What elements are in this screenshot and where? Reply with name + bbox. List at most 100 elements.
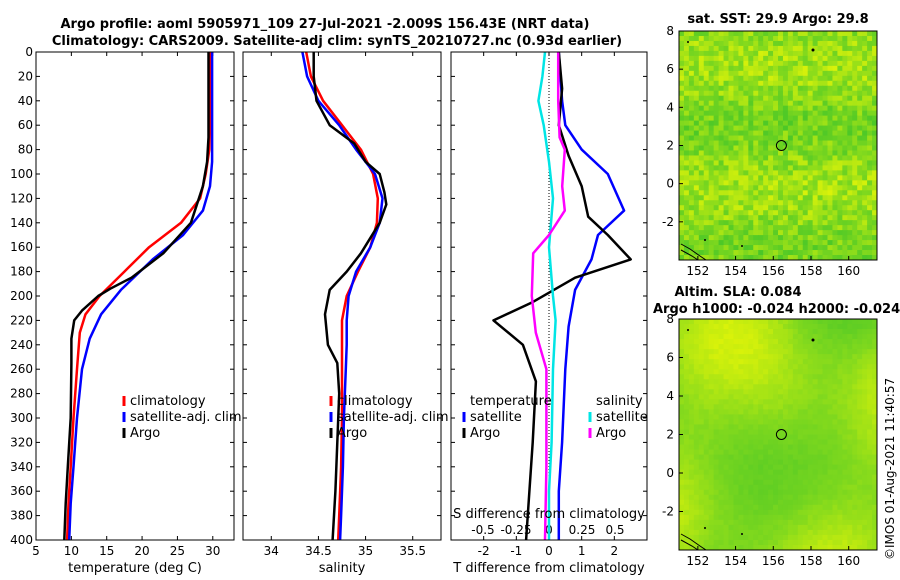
heatmap-cell	[782, 414, 789, 421]
heatmap-cell	[773, 50, 779, 57]
heatmap-cell	[723, 190, 730, 196]
heatmap-cell	[698, 235, 705, 241]
heatmap-cell	[728, 394, 735, 400]
heatmap-cell	[708, 519, 715, 526]
heatmap-cell	[718, 504, 725, 511]
heatmap-cell	[733, 479, 739, 486]
heatmap-cell	[817, 449, 824, 456]
heatmap-cell	[867, 519, 873, 526]
heatmap-cell	[872, 220, 877, 226]
heatmap-cell	[867, 339, 873, 345]
heatmap-cell	[802, 374, 809, 380]
heatmap-cell	[768, 80, 774, 87]
heatmap-cell	[728, 175, 735, 181]
heatmap-cell	[797, 364, 804, 370]
heatmap-cell	[683, 240, 690, 246]
heatmap-cell	[733, 399, 739, 405]
heatmap-cell	[693, 504, 700, 511]
heatmap-cell	[807, 75, 814, 82]
heatmap-cell	[847, 484, 853, 491]
heatmap-cell	[782, 95, 789, 102]
heatmap-cell	[763, 319, 769, 325]
heatmap-cell	[787, 200, 794, 206]
heatmap-cell	[688, 110, 695, 117]
heatmap-cell	[852, 499, 858, 506]
heatmap-cell	[802, 85, 809, 92]
heatmap-cell	[797, 349, 804, 355]
heatmap-cell	[753, 31, 759, 37]
heatmap-cell	[679, 230, 685, 236]
heatmap-cell	[872, 474, 877, 481]
heatmap-cell	[827, 524, 834, 531]
heatmap-cell	[703, 110, 710, 117]
heatmap-cell	[812, 70, 819, 77]
heatmap-cell	[753, 245, 759, 251]
x-tick-label: 1	[578, 544, 586, 558]
heatmap-cell	[872, 544, 877, 550]
temperature-series	[63, 52, 214, 540]
heatmap-cell	[708, 120, 715, 127]
heatmap-cell	[857, 170, 863, 176]
heatmap-cell	[748, 334, 754, 340]
heatmap-cell	[837, 50, 843, 57]
heatmap-cell	[743, 165, 749, 171]
heatmap-cell	[787, 384, 794, 390]
heatmap-cell	[698, 449, 705, 456]
heatmap-cell	[862, 444, 868, 451]
heatmap-cell	[817, 225, 824, 231]
heatmap-cell	[743, 210, 749, 216]
heatmap-cell	[723, 90, 730, 97]
heatmap-cell	[852, 140, 858, 147]
heatmap-cell	[728, 399, 735, 405]
heatmap-cell	[758, 220, 764, 226]
heatmap-cell	[797, 125, 804, 132]
heatmap-cell	[758, 544, 764, 550]
heatmap-cell	[842, 499, 848, 506]
heatmap-cell	[728, 235, 735, 241]
heatmap-cell	[842, 215, 848, 221]
heatmap-cell	[708, 210, 715, 216]
heatmap-cell	[773, 489, 779, 496]
heatmap-cell	[862, 359, 868, 365]
heatmap-cell	[822, 170, 829, 176]
heatmap-cell	[812, 35, 819, 42]
heatmap-cell	[738, 379, 744, 385]
island-marker	[704, 527, 706, 529]
heatmap-cell	[693, 70, 700, 77]
heatmap-cell	[738, 220, 744, 226]
heatmap-cell	[842, 230, 848, 236]
heatmap-cell	[862, 374, 868, 380]
heatmap-cell	[763, 449, 769, 456]
heatmap-cell	[822, 200, 829, 206]
heatmap-cell	[743, 494, 749, 501]
heatmap-cell	[753, 115, 759, 122]
heatmap-cell	[792, 195, 799, 201]
heatmap-cell	[763, 339, 769, 345]
heatmap-cell	[708, 225, 715, 231]
heatmap-cell	[753, 449, 759, 456]
heatmap-cell	[679, 414, 685, 421]
heatmap-cell	[857, 514, 863, 521]
heatmap-cell	[792, 155, 799, 162]
heatmap-cell	[832, 444, 838, 451]
heatmap-cell	[758, 499, 764, 506]
heatmap-cell	[768, 529, 774, 536]
heatmap-cell	[708, 35, 715, 42]
heatmap-cell	[787, 399, 794, 405]
heatmap-cell	[802, 130, 809, 137]
heatmap-cell	[723, 494, 730, 501]
heatmap-cell	[807, 399, 814, 405]
heatmap-cell	[773, 65, 779, 72]
heatmap-cell	[733, 75, 739, 82]
heatmap-cell	[837, 474, 843, 481]
heatmap-cell	[753, 524, 759, 531]
heatmap-cell	[688, 45, 695, 52]
heatmap-cell	[782, 359, 789, 365]
heatmap-cell	[782, 65, 789, 72]
heatmap-cell	[693, 165, 700, 171]
heatmap-cell	[807, 344, 814, 350]
heatmap-cell	[753, 250, 759, 256]
heatmap-cell	[758, 464, 764, 471]
heatmap-cell	[867, 379, 873, 385]
heatmap-cell	[822, 419, 829, 426]
